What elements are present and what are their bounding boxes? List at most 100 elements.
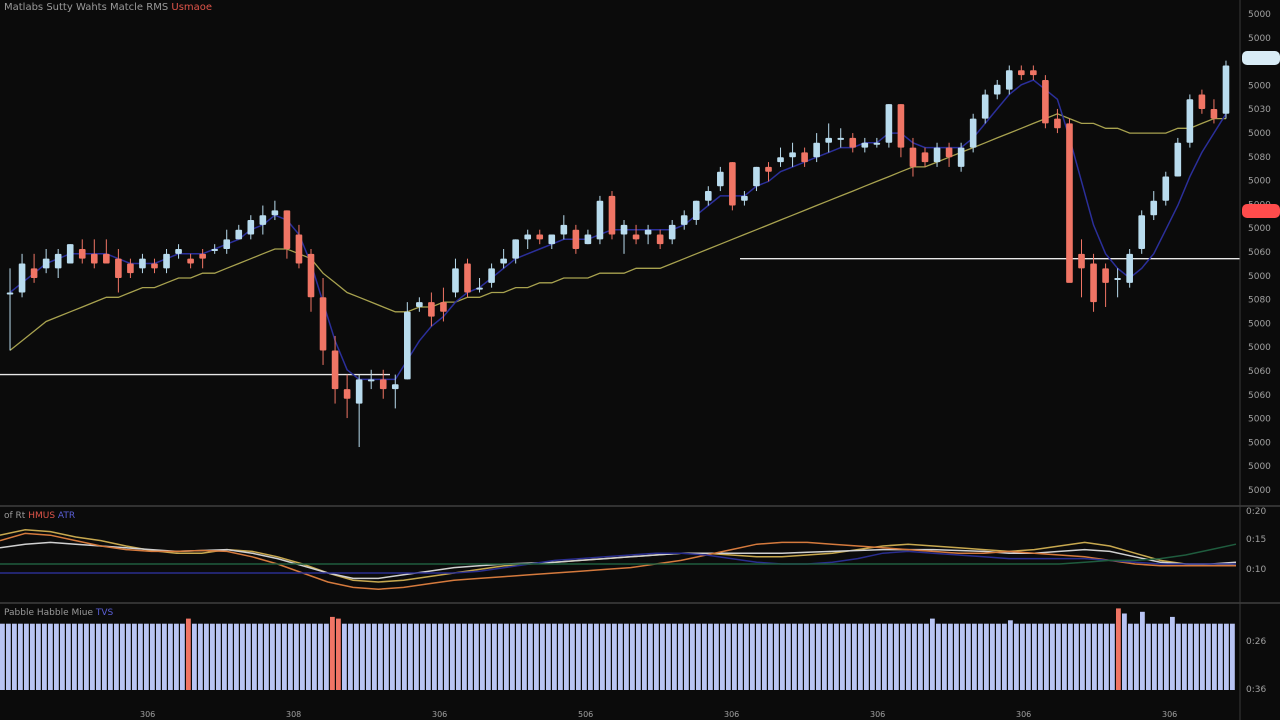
- candle-body: [548, 234, 556, 245]
- volume-bar: [1218, 623, 1223, 690]
- candle: [801, 147, 808, 167]
- volume-bar: [540, 623, 545, 690]
- volume-bar: [294, 623, 299, 690]
- candle-body: [1102, 268, 1109, 283]
- candle-body: [452, 268, 459, 293]
- candle-body: [54, 253, 62, 269]
- candle-body: [235, 229, 243, 240]
- volume-bar: [318, 623, 323, 690]
- volume-bar: [180, 623, 185, 690]
- candle-body: [656, 234, 664, 245]
- volume-bar: [306, 623, 311, 690]
- candle-body: [572, 229, 580, 250]
- volume-bar: [348, 623, 353, 690]
- y-tick-label: 5000: [1248, 438, 1271, 448]
- volume-bar: [582, 623, 587, 690]
- candle-body: [825, 137, 832, 143]
- candle: [741, 191, 748, 206]
- candle-body: [488, 268, 495, 283]
- candle: [885, 104, 893, 148]
- candle-body: [500, 258, 507, 264]
- candle: [933, 142, 941, 167]
- candle: [500, 249, 507, 269]
- volume-bar: [498, 623, 503, 690]
- candle-body: [42, 258, 50, 269]
- candle-body: [175, 249, 182, 254]
- candle: [668, 220, 676, 245]
- candle-body: [343, 389, 351, 399]
- candle: [548, 234, 556, 250]
- candle-body: [741, 195, 748, 201]
- candle: [18, 253, 26, 298]
- candle-body: [307, 253, 315, 298]
- volume-bar: [864, 623, 869, 690]
- candle: [729, 162, 736, 211]
- candle: [1030, 65, 1037, 80]
- volume-bar: [1158, 623, 1163, 690]
- volume-bar: [828, 623, 833, 690]
- candle: [103, 239, 110, 264]
- volume-bar: [1140, 611, 1145, 690]
- volume-bar: [942, 623, 947, 690]
- candle-body: [199, 253, 206, 259]
- volume-bar: [402, 623, 407, 690]
- volume-bar: [1116, 608, 1121, 690]
- volume-bar: [390, 623, 395, 690]
- candle-body: [1114, 277, 1121, 280]
- volume-bar: [1146, 623, 1151, 690]
- volume-bar: [528, 623, 533, 690]
- oscillator-tick-label: 0:10: [1246, 565, 1266, 575]
- candle: [945, 142, 953, 167]
- oscillator-panel: [0, 529, 1237, 590]
- volume-bar: [1068, 623, 1073, 690]
- volume-bar: [1038, 623, 1043, 690]
- candle-body: [331, 350, 339, 390]
- candle: [825, 123, 832, 153]
- price-tag: [1242, 51, 1280, 65]
- volume-bar: [276, 623, 281, 690]
- volume-bar: [888, 623, 893, 690]
- candle: [235, 224, 243, 240]
- candle-body: [367, 379, 375, 382]
- volume-bar: [1110, 623, 1115, 690]
- volume-bar: [468, 623, 473, 690]
- chart-header: Matlabs Sutty Wahts Matcle RMS Usmaoe: [4, 2, 212, 13]
- volume-bar: [882, 623, 887, 690]
- volume-bar: [1212, 623, 1217, 690]
- volume-bar: [504, 623, 509, 690]
- volume-bar: [54, 623, 59, 690]
- volume-bar: [534, 623, 539, 690]
- candle: [897, 104, 905, 158]
- candle: [476, 277, 483, 293]
- volume-bar: [930, 618, 935, 690]
- y-tick-label: 5080: [1248, 153, 1271, 163]
- volume-bar: [654, 623, 659, 690]
- volume-bar: [594, 623, 599, 690]
- candle-body: [1186, 99, 1194, 143]
- volume-bar: [1074, 623, 1079, 690]
- candle-body: [765, 166, 772, 172]
- volume-bar: [870, 623, 875, 690]
- volume-bar: [30, 623, 35, 690]
- volume-bar: [642, 623, 647, 690]
- volume-bar: [750, 623, 755, 690]
- candle: [115, 249, 122, 293]
- candle: [789, 142, 796, 167]
- candle: [680, 210, 688, 230]
- volume-bar: [786, 623, 791, 690]
- volume-bar: [648, 623, 653, 690]
- candle-body: [680, 215, 688, 225]
- volume-bar: [840, 623, 845, 690]
- volume-bar: [432, 623, 437, 690]
- volume-bar: [1020, 623, 1025, 690]
- y-tick-label: 5000: [1248, 486, 1271, 496]
- candle-body: [428, 302, 435, 317]
- candle-body: [632, 234, 640, 240]
- candle: [536, 229, 544, 245]
- candle-body: [476, 287, 483, 290]
- candle-body: [849, 137, 857, 148]
- volume-bar: [138, 623, 143, 690]
- candle-body: [283, 210, 291, 250]
- volume-bar: [990, 623, 995, 690]
